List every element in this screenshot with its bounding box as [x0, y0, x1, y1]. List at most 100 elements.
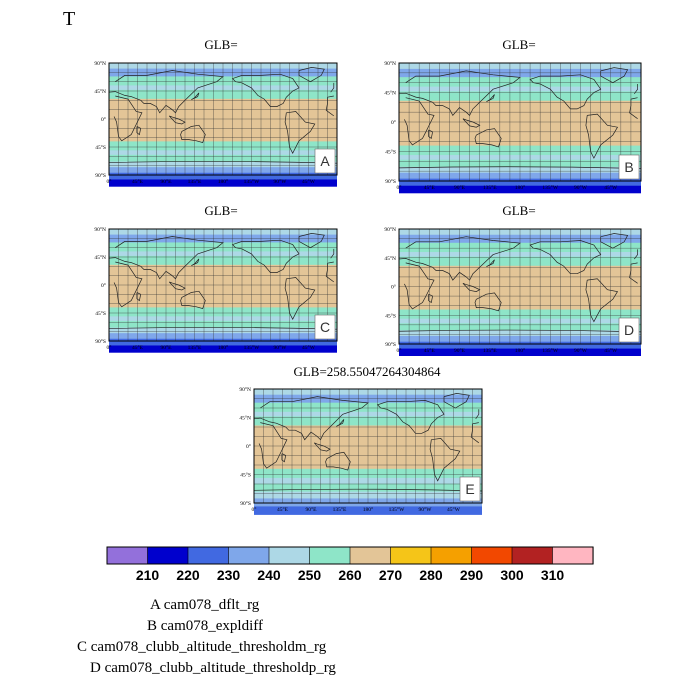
- lon-tick-label: 0°: [107, 178, 112, 185]
- lon-tick-label: 135°W: [389, 506, 405, 513]
- coastline: [474, 128, 502, 148]
- lon-tick-label: 45°E: [132, 178, 144, 185]
- colorbar-swatch: [511, 546, 554, 565]
- colorbar-swatch: [471, 546, 513, 565]
- lon-tick-label: 135°E: [188, 344, 202, 351]
- coastline: [336, 419, 345, 427]
- panel-letter: A: [320, 153, 330, 169]
- colorbar-swatch: [228, 546, 270, 565]
- coastline: [474, 292, 502, 312]
- lat-tick-label: 90°S: [385, 178, 396, 185]
- coastline: [231, 239, 300, 273]
- lat-tick-label: 90°S: [95, 172, 106, 179]
- coastline: [428, 129, 433, 140]
- temperature-band: [399, 178, 641, 187]
- colorbar-tick-label: 280: [419, 567, 443, 583]
- map-panel-c: 90°N45°N0°45°S90°S0° 45°E 90°E 135°E 180° 135…: [94, 226, 338, 353]
- lon-tick-label: 135°E: [483, 184, 497, 191]
- lon-tick-label: 135°E: [483, 347, 497, 354]
- coastline: [191, 258, 200, 267]
- lat-tick-label: 0°: [101, 116, 106, 123]
- lon-tick-label: 0°: [397, 347, 402, 354]
- lat-tick-label: 0°: [246, 443, 251, 450]
- panel-title-c: GLB=: [204, 203, 238, 218]
- panel-letter-box: [459, 476, 481, 502]
- lon-tick-label: 0°: [397, 184, 402, 191]
- lat-tick-label: 45°S: [385, 312, 396, 319]
- map-panel-e: 90°N45°N0°45°S90°S0° 45°E 90°E 135°E 180° 135…: [239, 386, 483, 515]
- lon-tick-label: 180°: [515, 347, 525, 354]
- map-panel-a: 90°N45°N0°45°S90°S0° 45°E 90°E 135°E 180° 135…: [94, 60, 338, 187]
- coastline: [231, 73, 300, 107]
- temperature-band: [399, 348, 641, 356]
- lat-tick-label: 45°N: [94, 254, 106, 261]
- coastline: [529, 240, 602, 275]
- colorbar-swatch: [147, 546, 189, 565]
- temperature-band: [399, 341, 641, 350]
- map-panel-b: 90°N45°N0°45°S90°S0° 45°E 90°E 135°E 180° 135…: [384, 60, 642, 194]
- lon-tick-label: 45°W: [302, 344, 316, 351]
- lon-tick-label: 180°: [218, 344, 228, 351]
- colorbar-tick-label: 310: [541, 567, 565, 583]
- lon-tick-label: 135°W: [244, 344, 260, 351]
- temperature-band: [109, 172, 337, 180]
- lat-tick-label: 45°N: [239, 415, 251, 422]
- panel-letter: C: [320, 319, 330, 335]
- colorbar-frame: [106, 546, 594, 565]
- lon-tick-label: 90°W: [574, 184, 588, 191]
- coastline: [486, 259, 495, 268]
- lon-tick-label: 45°E: [424, 347, 436, 354]
- temperature-band: [109, 179, 337, 187]
- colorbar-swatch: [187, 546, 230, 565]
- lon-tick-label: 180°: [218, 178, 228, 185]
- temperature-band: [399, 185, 641, 194]
- colorbar-swatch: [268, 546, 311, 565]
- lat-tick-label: 90°N: [94, 60, 106, 67]
- lon-tick-label: 180°: [363, 506, 373, 513]
- lon-tick-label: 45°E: [424, 184, 436, 191]
- lon-tick-label: 90°E: [160, 344, 172, 351]
- panel-title-b: GLB=: [502, 37, 536, 52]
- lat-tick-label: 45°S: [95, 310, 106, 317]
- page-title: T: [63, 8, 76, 30]
- colorbar-tick-label: 240: [257, 567, 281, 583]
- lon-tick-label: 45°W: [302, 178, 316, 185]
- map-frame: [108, 62, 338, 176]
- lat-tick-label: 90°N: [239, 386, 251, 393]
- lon-tick-label: 90°E: [160, 178, 172, 185]
- lon-tick-label: 45°W: [447, 506, 461, 513]
- lat-tick-label: 0°: [391, 119, 396, 126]
- legend-line-d: D cam078_clubb_altitude_thresholdp_rg: [90, 660, 336, 676]
- lat-tick-label: 90°S: [385, 341, 396, 348]
- panel-letter: B: [624, 159, 633, 175]
- legend-line-b: B cam078_expldiff: [147, 618, 263, 634]
- lon-tick-label: 45°E: [277, 506, 289, 513]
- temperature-band: [254, 506, 482, 515]
- colorbar-swatch: [106, 546, 149, 565]
- coastline: [428, 293, 433, 304]
- lat-tick-label: 90°S: [95, 338, 106, 345]
- legend-line-a: A cam078_dflt_rg: [150, 597, 260, 613]
- lat-tick-label: 90°S: [240, 500, 251, 507]
- lon-tick-label: 90°E: [305, 506, 317, 513]
- panel-letter-box: [314, 314, 336, 340]
- coastline: [191, 92, 200, 101]
- lat-tick-label: 90°N: [384, 226, 396, 233]
- lat-tick-label: 0°: [391, 284, 396, 291]
- colorbar-tick-label: 270: [379, 567, 403, 583]
- lat-tick-label: 45°N: [94, 88, 106, 95]
- legend-line-c: C cam078_clubb_altitude_thresholdm_rg: [77, 639, 327, 655]
- colorbar-tick-label: 300: [500, 567, 524, 583]
- panel-title-a: GLB=: [204, 37, 238, 52]
- panel-letter-box: [618, 154, 640, 180]
- colorbar-swatch: [552, 546, 594, 565]
- lat-tick-label: 45°S: [95, 144, 106, 151]
- lon-tick-label: 90°E: [454, 184, 466, 191]
- map-panel-d: 90°N45°N0°45°S90°S0° 45°E 90°E 135°E 180° 135…: [384, 226, 642, 356]
- coastline: [376, 400, 445, 434]
- panel-letter: E: [465, 481, 474, 497]
- lon-tick-label: 90°E: [454, 347, 466, 354]
- lat-tick-label: 45°S: [240, 472, 251, 479]
- panel-letter-box: [314, 148, 336, 174]
- map-frame: [398, 62, 642, 182]
